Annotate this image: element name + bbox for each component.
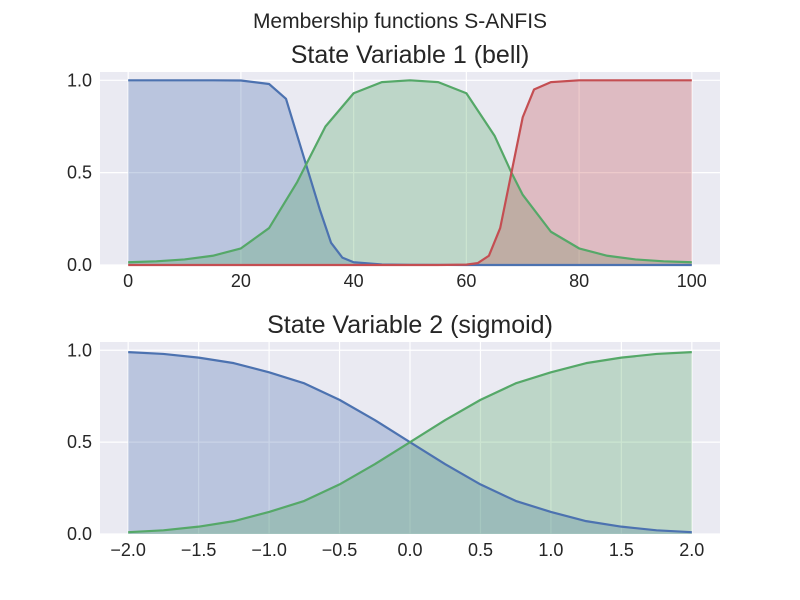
x-tick-label: 1.0	[538, 540, 563, 560]
series-2-line	[128, 351, 692, 534]
figure-suptitle: Membership functions S-ANFIS	[253, 10, 547, 33]
y-tick-label: 1.0	[67, 70, 92, 90]
y-tick-label: 0.5	[67, 432, 92, 452]
x-tick-label: 20	[231, 271, 251, 291]
y-tick-label: 0.0	[67, 524, 92, 544]
series-3-fill	[128, 80, 692, 265]
x-tick-label: −1.5	[181, 540, 217, 560]
y-tick-label: 0.5	[67, 163, 92, 183]
plot-background	[100, 72, 720, 265]
panel-2-plot: −2.0 −1.5 −1.0 −0.5 0.0 0.5 1.0 1.5 2.0 0.0 0.5 1.0	[67, 340, 720, 560]
x-tick-label: 0.5	[468, 540, 493, 560]
x-tick-label: 40	[344, 271, 364, 291]
panel-1-title: State Variable 1 (bell)	[291, 41, 530, 69]
series-1-line	[128, 79, 692, 267]
x-tick-label: 100	[677, 271, 707, 291]
y-tick-label: 1.0	[67, 340, 92, 360]
x-tick-label: −1.0	[251, 540, 287, 560]
series-3-line	[128, 79, 692, 267]
x-tick-label: 0	[123, 271, 133, 291]
series-1-fill	[128, 80, 692, 265]
x-tick-label: 60	[456, 271, 476, 291]
x-tick-label: −2.0	[110, 540, 146, 560]
x-tick-label: 2.0	[679, 540, 704, 560]
x-tick-label: −0.5	[322, 540, 358, 560]
x-tick-label: 0.0	[397, 540, 422, 560]
x-tick-label: 80	[569, 271, 589, 291]
y-tick-label: 0.0	[67, 255, 92, 275]
panel-2-title: State Variable 2 (sigmoid)	[267, 311, 553, 339]
x-tick-label: 1.5	[609, 540, 634, 560]
series-2-line	[128, 79, 692, 264]
series-2-fill	[128, 80, 692, 265]
panel-1-plot: 0 20 40 60 80 100 0.0 0.5 1.0	[67, 70, 720, 291]
